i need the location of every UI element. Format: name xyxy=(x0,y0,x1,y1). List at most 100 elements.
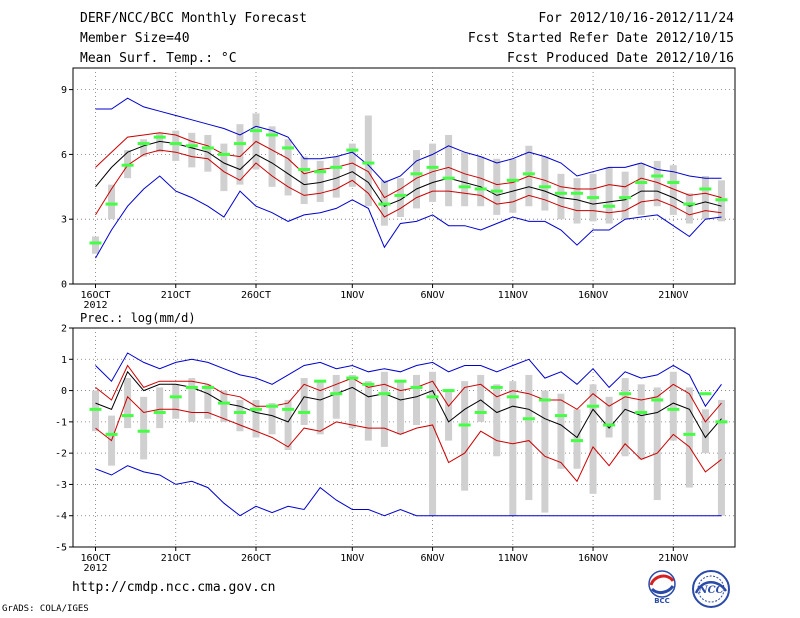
range-box xyxy=(717,399,725,516)
observed-marker xyxy=(651,174,664,178)
observed-marker xyxy=(346,148,359,152)
range-box xyxy=(509,158,517,213)
observed-marker xyxy=(137,429,150,433)
range-box xyxy=(621,378,629,457)
y-tick-label: 0 xyxy=(61,280,67,291)
range-box xyxy=(172,130,180,161)
range-box xyxy=(573,178,581,224)
observed-marker xyxy=(554,191,567,195)
observed-marker xyxy=(266,133,279,137)
ensemble-mean-line xyxy=(95,140,722,207)
y-tick-label: 2 xyxy=(61,324,67,335)
range-box xyxy=(589,384,597,494)
x-tick-label: 26OCT xyxy=(241,290,271,301)
range-box xyxy=(268,126,276,187)
range-box xyxy=(140,396,148,460)
range-box xyxy=(140,139,148,157)
observed-marker xyxy=(298,168,311,172)
x-tick-label: 16OCT xyxy=(80,290,110,301)
range-box xyxy=(445,390,453,441)
header-left: DERF/NCC/BCC Monthly Forecast Member Size… xyxy=(80,9,307,69)
observed-marker xyxy=(490,385,503,389)
observed-marker xyxy=(121,163,134,167)
x-tick-label: 26OCT xyxy=(241,553,271,564)
observed-marker xyxy=(378,392,391,396)
range-box xyxy=(429,371,437,516)
observed-marker xyxy=(538,398,551,402)
range-box xyxy=(493,384,501,457)
observed-marker xyxy=(715,198,728,202)
source-url[interactable]: http://cmdp.ncc.cma.gov.cn xyxy=(72,580,276,595)
range-box xyxy=(236,124,244,185)
x-tick-label: 21NOV xyxy=(658,290,688,301)
forecast-period: For 2012/10/16-2012/11/24 xyxy=(538,11,734,26)
range-box xyxy=(284,399,292,451)
observed-marker xyxy=(603,204,616,208)
range-box xyxy=(300,378,308,425)
observed-marker xyxy=(474,187,487,191)
observed-marker xyxy=(362,382,375,386)
range-box xyxy=(621,171,629,220)
chart-title: DERF/NCC/BCC Monthly Forecast xyxy=(80,11,307,26)
range-box xyxy=(316,160,324,202)
observed-marker xyxy=(217,401,230,405)
produced-date: Fcst Produced Date 2012/10/16 xyxy=(507,51,734,66)
observed-marker xyxy=(715,420,728,424)
observed-marker xyxy=(603,423,616,427)
observed-marker xyxy=(619,196,632,200)
observed-marker xyxy=(522,172,535,176)
member-size: Member Size=40 xyxy=(80,31,190,46)
y-tick-label: 9 xyxy=(61,85,67,96)
observed-marker xyxy=(410,385,423,389)
range-box xyxy=(156,387,164,429)
range-box xyxy=(92,390,99,432)
range-box xyxy=(477,156,485,207)
range-box xyxy=(364,381,372,441)
range-box xyxy=(108,184,116,220)
observed-marker xyxy=(635,410,648,414)
observed-marker xyxy=(426,395,439,399)
observed-marker xyxy=(426,165,439,169)
range-box xyxy=(396,178,404,218)
range-box xyxy=(429,143,437,202)
observed-marker xyxy=(651,398,664,402)
range-box xyxy=(493,158,501,215)
x-tick-label: 11NOV xyxy=(498,553,528,564)
range-box xyxy=(605,396,613,438)
upper-spread-line xyxy=(95,132,722,199)
observed-marker xyxy=(250,129,262,133)
observed-marker xyxy=(683,202,696,206)
y-tick-label: -3 xyxy=(55,480,67,491)
range-box xyxy=(364,115,372,207)
observed-marker xyxy=(490,189,503,193)
observed-marker xyxy=(587,404,600,408)
range-box xyxy=(477,374,485,422)
y-tick-label: -2 xyxy=(55,449,67,460)
range-box xyxy=(348,143,356,187)
observed-marker xyxy=(362,161,375,165)
range-box xyxy=(220,390,228,422)
observed-marker xyxy=(330,392,343,396)
range-box xyxy=(557,393,565,469)
range-box xyxy=(653,387,661,501)
observed-marker xyxy=(571,191,583,195)
range-box xyxy=(156,132,164,153)
observed-marker xyxy=(699,392,712,396)
y-tick-label: 6 xyxy=(61,150,67,161)
observed-marker xyxy=(153,135,166,139)
observed-marker xyxy=(667,180,680,184)
observed-marker xyxy=(378,202,391,206)
max-line xyxy=(95,352,722,408)
range-box xyxy=(236,399,244,432)
observed-marker xyxy=(538,185,551,189)
range-box xyxy=(188,378,196,422)
panel-1-frame xyxy=(72,67,736,285)
x-tick-label: 21OCT xyxy=(161,553,191,564)
range-box xyxy=(252,399,260,438)
range-box xyxy=(653,160,661,207)
y-tick-label: 1 xyxy=(61,355,67,366)
range-box xyxy=(701,176,709,220)
range-box xyxy=(461,381,469,491)
range-box xyxy=(637,163,645,215)
observed-marker xyxy=(667,407,680,411)
